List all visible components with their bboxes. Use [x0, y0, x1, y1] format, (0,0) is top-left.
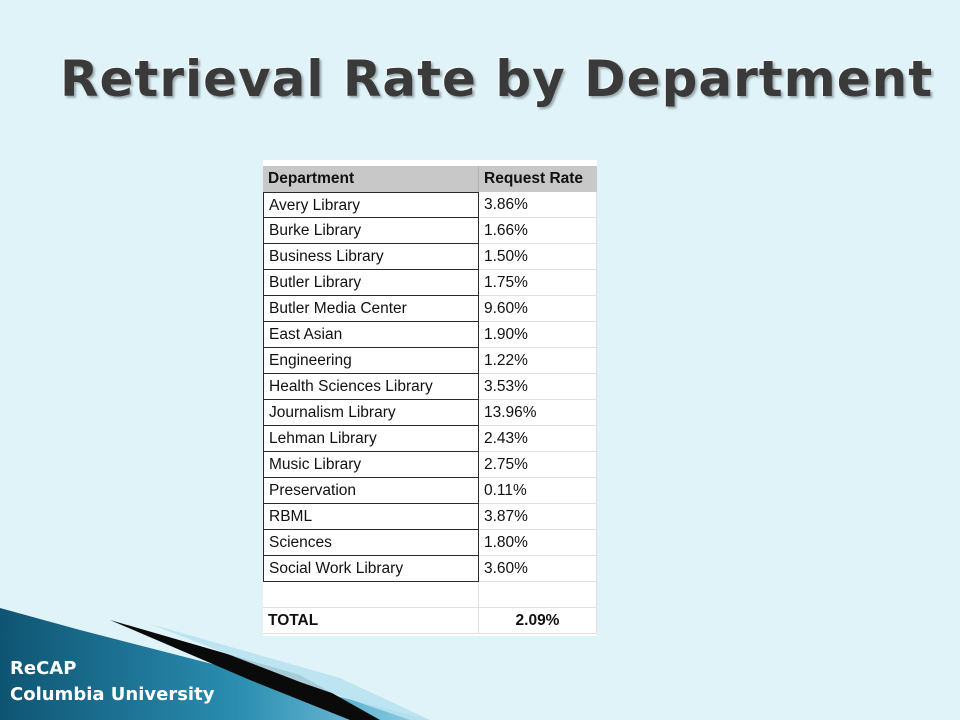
- rate-cell: 1.80%: [479, 530, 597, 556]
- blank-cell: [263, 582, 479, 608]
- department-cell: Butler Media Center: [263, 296, 479, 322]
- header-department: Department: [263, 166, 479, 192]
- table-row: Burke Library 1.66%: [263, 218, 597, 244]
- department-cell: Social Work Library: [263, 556, 479, 582]
- department-cell: Health Sciences Library: [263, 374, 479, 400]
- rate-cell: 1.22%: [479, 348, 597, 374]
- retrieval-rate-table: Department Request Rate Avery Library 3.…: [263, 160, 597, 636]
- footer-swoosh-decoration: [0, 608, 430, 720]
- table-row: Journalism Library 13.96%: [263, 400, 597, 426]
- table-row: Preservation 0.11%: [263, 478, 597, 504]
- rate-cell: 13.96%: [479, 400, 597, 426]
- rate-cell: 1.50%: [479, 244, 597, 270]
- table-row: Sciences 1.80%: [263, 530, 597, 556]
- table-row: RBML 3.87%: [263, 504, 597, 530]
- table-row: Butler Library 1.75%: [263, 270, 597, 296]
- table-header-row: Department Request Rate: [263, 166, 597, 192]
- rate-cell: 1.75%: [479, 270, 597, 296]
- rate-cell: 0.11%: [479, 478, 597, 504]
- rate-cell: 3.87%: [479, 504, 597, 530]
- department-cell: Music Library: [263, 452, 479, 478]
- footer-university: Columbia University: [10, 684, 215, 705]
- table-row: Business Library 1.50%: [263, 244, 597, 270]
- department-cell: Avery Library: [263, 192, 479, 218]
- table-row: Social Work Library 3.60%: [263, 556, 597, 582]
- table-blank-row: [263, 582, 597, 608]
- rate-cell: 3.86%: [479, 192, 597, 218]
- department-cell: Burke Library: [263, 218, 479, 244]
- total-label: TOTAL: [263, 608, 479, 634]
- footer-branding: ReCAP Columbia University: [10, 656, 214, 708]
- department-cell: Journalism Library: [263, 400, 479, 426]
- rate-cell: 3.60%: [479, 556, 597, 582]
- slide-title: Retrieval Rate by Department: [60, 50, 934, 108]
- department-cell: Business Library: [263, 244, 479, 270]
- table-row: Health Sciences Library 3.53%: [263, 374, 597, 400]
- department-cell: Lehman Library: [263, 426, 479, 452]
- department-cell: Butler Library: [263, 270, 479, 296]
- rate-cell: 9.60%: [479, 296, 597, 322]
- rate-cell: 2.43%: [479, 426, 597, 452]
- header-request-rate: Request Rate: [484, 170, 584, 187]
- table-row: Music Library 2.75%: [263, 452, 597, 478]
- rate-cell: 1.90%: [479, 322, 597, 348]
- department-cell: Engineering: [263, 348, 479, 374]
- rate-cell: 3.53%: [479, 374, 597, 400]
- table-row: Butler Media Center 9.60%: [263, 296, 597, 322]
- department-cell: Preservation: [263, 478, 479, 504]
- department-cell: Sciences: [263, 530, 479, 556]
- rate-cell: 1.66%: [479, 218, 597, 244]
- total-value: 2.09%: [479, 608, 597, 634]
- blank-cell: [479, 582, 597, 608]
- table-total-row: TOTAL 2.09%: [263, 608, 597, 634]
- table-row: Engineering 1.22%: [263, 348, 597, 374]
- table-row: Lehman Library 2.43%: [263, 426, 597, 452]
- footer-org: ReCAP: [10, 658, 77, 679]
- table-row: Avery Library 3.86%: [263, 192, 597, 218]
- department-cell: East Asian: [263, 322, 479, 348]
- table-row: East Asian 1.90%: [263, 322, 597, 348]
- department-cell: RBML: [263, 504, 479, 530]
- rate-cell: 2.75%: [479, 452, 597, 478]
